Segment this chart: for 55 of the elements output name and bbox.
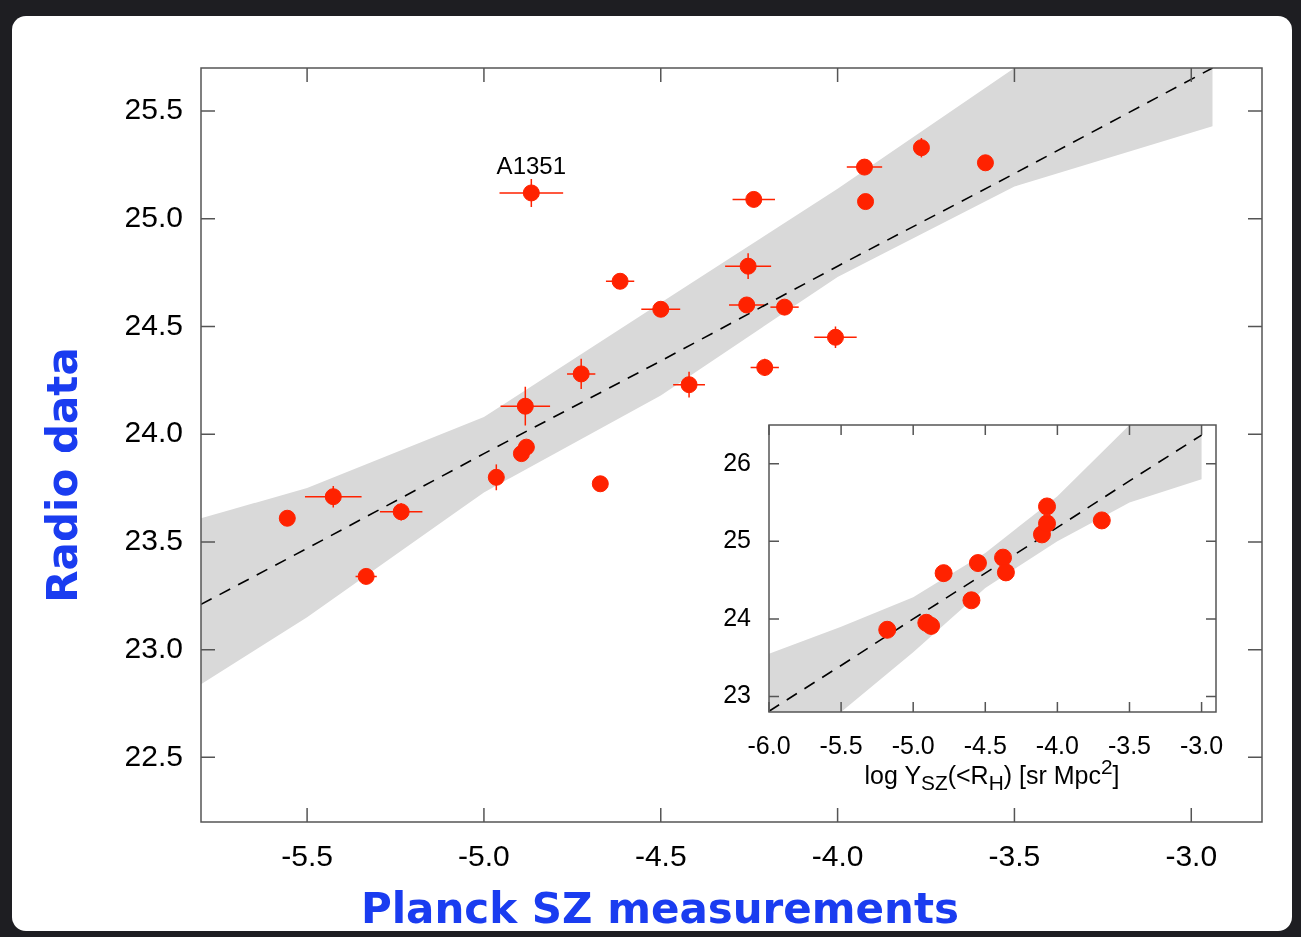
point (994, 548, 1013, 567)
y-tick-label: 23.5 (124, 523, 183, 557)
point (857, 193, 875, 211)
point (522, 184, 540, 202)
y-tick-label: 24 (723, 602, 752, 631)
point (652, 300, 670, 318)
point (934, 564, 953, 583)
point (996, 563, 1015, 582)
x-tick-label: -5.5 (819, 730, 863, 759)
annotation: A1351 (496, 151, 567, 179)
point (776, 298, 794, 316)
y-tick-label: 24.5 (124, 307, 183, 341)
x-axis-title: Planck SZ measurements (360, 883, 960, 933)
point (517, 438, 535, 456)
point (392, 503, 410, 521)
point (1038, 514, 1057, 533)
y-tick-label: 23.0 (124, 630, 183, 664)
y-tick-label: 25 (723, 525, 751, 554)
point (1092, 511, 1111, 530)
point (878, 620, 897, 639)
point (572, 365, 590, 383)
y-tick-label: 25.0 (124, 200, 183, 234)
point (826, 328, 844, 346)
point (738, 296, 756, 314)
x-tick-label: -5.0 (458, 839, 510, 873)
point (611, 272, 629, 290)
x-tick-label: -5.5 (281, 839, 333, 873)
x-tick-label: -3.0 (1165, 839, 1218, 873)
point (516, 397, 534, 415)
point (324, 488, 342, 506)
point (922, 616, 941, 635)
x-tick-label: -3.0 (1180, 730, 1224, 759)
point (487, 468, 505, 486)
y-axis-title: Radio data (37, 347, 87, 603)
point (278, 509, 296, 527)
y-tick-label: 26 (723, 447, 751, 476)
point (912, 139, 930, 157)
x-tick-label: -4.5 (634, 839, 687, 873)
point (968, 554, 987, 573)
point (756, 358, 774, 376)
point (680, 376, 698, 394)
x-tick-label: -6.0 (747, 730, 791, 759)
x-tick-label: -4.0 (811, 839, 864, 873)
y-tick-label: 24.0 (124, 415, 183, 449)
point (855, 158, 873, 176)
y-tick-label: 22.5 (124, 738, 183, 772)
point (745, 190, 763, 208)
x-tick-label: -3.5 (988, 839, 1041, 873)
point (976, 154, 994, 172)
point (739, 257, 757, 275)
point (1038, 497, 1057, 516)
y-tick-label: 23 (723, 680, 751, 709)
y-tick-label: 25.5 (124, 92, 183, 126)
point (962, 591, 981, 610)
point (591, 475, 609, 493)
